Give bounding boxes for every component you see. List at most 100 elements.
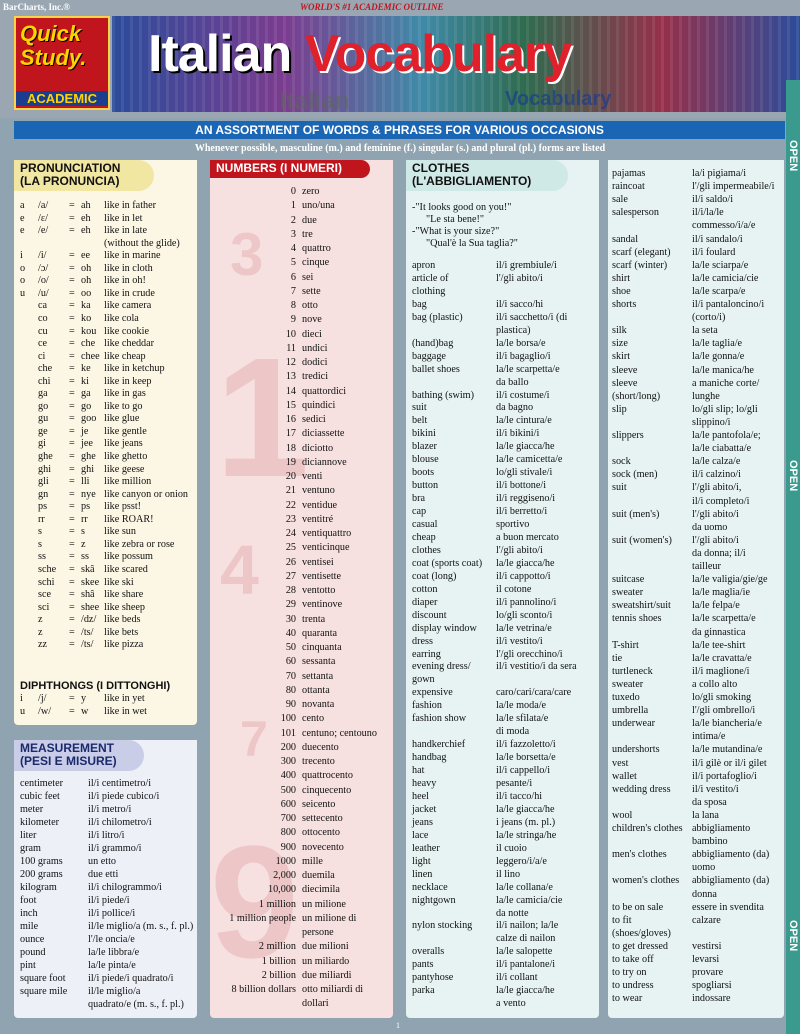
number-value: 19 xyxy=(285,456,296,468)
pron-cell: ghe xyxy=(38,451,53,462)
numbers-panel: 3 1 4 7 9 NUMBERS (I NUMERI) 0 zero 1 uno/u… xyxy=(210,160,393,1018)
bg-digit-1: 1 xyxy=(215,323,310,513)
pron-cell: = xyxy=(69,501,75,513)
clothes-translation: il/i fazzoletto/i xyxy=(496,739,556,751)
clothes-term: overalls xyxy=(412,946,445,958)
clothes2-term: wool xyxy=(612,809,633,821)
number-word: settecento xyxy=(302,813,343,824)
clothes2-translation: intima/e xyxy=(692,731,726,743)
clothes-translation: il cotone xyxy=(496,583,532,595)
clothes2-translation: lunghe xyxy=(692,390,720,402)
meas-translation: il/i piede cubico/i xyxy=(88,791,160,802)
pron-cell: ss xyxy=(81,551,89,563)
number-word: undici xyxy=(302,342,328,354)
title-word-2: Vocabulary xyxy=(304,25,572,83)
number-value: 1 billion xyxy=(261,955,296,967)
number-value: 50 xyxy=(285,642,296,653)
side-tab-label-3: OPEN xyxy=(787,920,799,952)
pron-cell: ko xyxy=(81,312,92,324)
pron-cell: e xyxy=(20,225,25,237)
pron-cell: shee xyxy=(81,601,100,613)
clothes2-term: sleeve xyxy=(612,377,638,389)
pron-cell: = xyxy=(69,375,75,387)
number-word: ottanta xyxy=(302,684,330,696)
clothes-translation: da notte xyxy=(496,907,529,919)
number-value: 1 million xyxy=(258,898,296,910)
clothes2-translation: il/i gilè or il/i gilet xyxy=(692,757,767,769)
pron-title-2: (LA PRONUNCIA) xyxy=(20,174,120,188)
pron-cell: ee xyxy=(81,250,91,262)
number-value: 23 xyxy=(285,513,296,525)
clothes2-translation: la/le scarpetta/e xyxy=(692,613,756,625)
pron-cell: co xyxy=(38,312,48,324)
diphthongs-heading: DIPHTHONGS (I DITTONGHI) xyxy=(20,680,171,692)
quickstudy-logo: Quick Study. ACADEMIC xyxy=(14,16,110,110)
pron-cell: like psst! xyxy=(104,501,142,513)
number-value: 29 xyxy=(285,599,296,611)
number-value: 3 xyxy=(290,228,296,240)
clothes-translation: il/i vestito/i xyxy=(496,635,543,647)
meas-term: liter xyxy=(20,830,37,841)
side-tab[interactable]: OPEN OPEN OPEN xyxy=(786,80,800,1034)
clothes2-translation: la/le cravatta/e xyxy=(692,652,752,664)
logo-academic: ACADEMIC xyxy=(16,91,108,106)
clothes2-translation: la/le gonna/e xyxy=(692,351,745,363)
number-word: un milione di xyxy=(302,912,357,924)
bg-digit-7: 7 xyxy=(240,711,268,767)
pron-cell: ki xyxy=(81,375,89,387)
pron-cell: ghi xyxy=(81,463,95,475)
number-value: 80 xyxy=(285,684,296,696)
meas-translation: il/le miglio/a xyxy=(88,986,141,997)
clothes-term: suit xyxy=(412,402,427,414)
meas-term: pint xyxy=(20,960,36,971)
diph-cell: = xyxy=(69,705,75,717)
clothes2-translation: da donna; il/i xyxy=(692,547,746,559)
side-tab-label-1: OPEN xyxy=(787,140,799,172)
clothes2-translation: il/i sandalo/i xyxy=(692,233,743,245)
pron-cell: like possum xyxy=(104,551,153,563)
pron-cell: = xyxy=(69,363,75,375)
clothes-translation: il/i sacco/hi xyxy=(496,298,544,310)
meas-translation: la/le pinta/e xyxy=(88,960,136,971)
clothes2-translation: l'/gli abito/i xyxy=(692,534,739,546)
clothes2-translation: il/i calzino/i xyxy=(692,469,741,481)
clothes-phrase: "Qual'è la Sua taglia?" xyxy=(426,238,518,249)
number-word: novanta xyxy=(302,699,335,710)
diph-cell: u xyxy=(20,705,26,717)
pron-cell: like share xyxy=(104,589,144,601)
clothes2-translation: slippino/i xyxy=(692,416,731,428)
pron-cell: sci xyxy=(38,601,50,613)
pron-cell: = xyxy=(69,563,75,575)
number-word: nove xyxy=(302,314,322,326)
meas-translation: la/le libbra/e xyxy=(88,947,140,958)
clothes-term: lace xyxy=(412,829,429,841)
clothes-translation: la/le camicia/cie xyxy=(496,894,563,906)
clothes2-translation: la/le mutandina/e xyxy=(692,744,763,756)
number-word: diciotto xyxy=(302,442,334,454)
clothes2-term: suitcase xyxy=(612,574,645,586)
pron-cell: like canyon or onion xyxy=(104,488,189,500)
pron-cell: like zebra or rose xyxy=(104,538,175,550)
pron-cell: i xyxy=(20,250,23,262)
clothes-term: coat (sports coat) xyxy=(412,557,483,569)
diph-cell: y xyxy=(81,693,87,704)
clothes2-translation: levarsi xyxy=(692,954,720,965)
pron-cell: gli xyxy=(38,476,49,488)
pron-cell: = xyxy=(69,538,75,550)
number-word: dodici xyxy=(302,357,328,368)
clothes-translation: a vento xyxy=(496,998,526,1010)
clothes-translation: la/le giacca/he xyxy=(496,557,555,569)
clothes2-translation: la seta xyxy=(692,325,718,337)
clothes-translation: il/i cappotto/i xyxy=(496,570,551,582)
meas-term: square mile xyxy=(20,986,68,997)
bg-digit-3: 3 xyxy=(230,221,264,288)
number-word: due xyxy=(302,214,317,226)
clothes2-translation: l'/gli ombrello/i xyxy=(692,705,756,717)
clothes-term: fashion xyxy=(412,700,442,712)
pron-cell: shâ xyxy=(81,589,95,601)
pron-cell: = xyxy=(69,262,75,274)
clothes2-translation: da ginnastica xyxy=(692,626,746,638)
meas-translation: quadrato/e (m. s., f. pl.) xyxy=(88,999,184,1010)
pron-cell: /o/ xyxy=(38,275,49,287)
clothes2-term: silk xyxy=(612,325,627,337)
